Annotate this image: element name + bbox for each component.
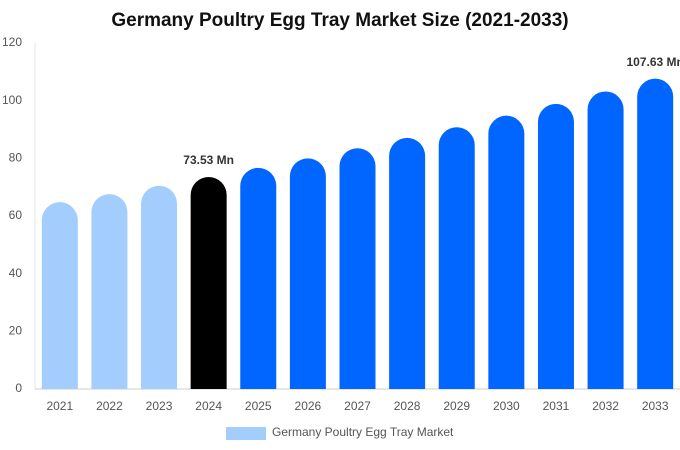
bar bbox=[637, 78, 674, 389]
y-tick-label: 60 bbox=[9, 208, 23, 222]
legend-label: Germany Poultry Egg Tray Market bbox=[272, 425, 454, 439]
x-tick-label: 2025 bbox=[245, 399, 272, 413]
bar bbox=[41, 202, 78, 389]
x-tick-label: 2031 bbox=[543, 399, 570, 413]
x-tick-label: 2028 bbox=[394, 399, 421, 413]
value-label: 107.63 Mn bbox=[627, 55, 680, 69]
bar bbox=[190, 176, 227, 389]
bar bbox=[289, 158, 326, 389]
x-tick-label: 2032 bbox=[592, 399, 619, 413]
y-tick-label: 40 bbox=[9, 266, 23, 280]
bar bbox=[141, 185, 178, 389]
y-tick-label: 20 bbox=[9, 324, 23, 338]
y-tick-label: 80 bbox=[9, 151, 23, 165]
x-tick-label: 2033 bbox=[642, 399, 669, 413]
bar bbox=[488, 115, 525, 389]
value-label: 73.53 Mn bbox=[183, 153, 234, 167]
bar bbox=[537, 103, 574, 390]
bar bbox=[389, 137, 426, 389]
y-tick-label: 0 bbox=[15, 381, 22, 395]
bar bbox=[91, 194, 128, 389]
y-tick-label: 100 bbox=[2, 93, 22, 107]
x-tick-label: 2021 bbox=[46, 399, 73, 413]
x-tick-label: 2029 bbox=[443, 399, 470, 413]
bar bbox=[339, 148, 376, 389]
chart-title: Germany Poultry Egg Tray Market Size (20… bbox=[111, 10, 568, 31]
x-tick-label: 2030 bbox=[493, 399, 520, 413]
bar bbox=[240, 167, 277, 389]
x-tick-label: 2023 bbox=[146, 399, 173, 413]
x-tick-label: 2022 bbox=[96, 399, 123, 413]
y-tick-label: 120 bbox=[2, 35, 22, 49]
bar bbox=[587, 91, 624, 390]
legend-swatch bbox=[226, 427, 266, 440]
x-tick-label: 2027 bbox=[344, 399, 371, 413]
x-tick-label: 2026 bbox=[295, 399, 322, 413]
x-tick-label: 2024 bbox=[195, 399, 222, 413]
bar bbox=[438, 127, 475, 390]
